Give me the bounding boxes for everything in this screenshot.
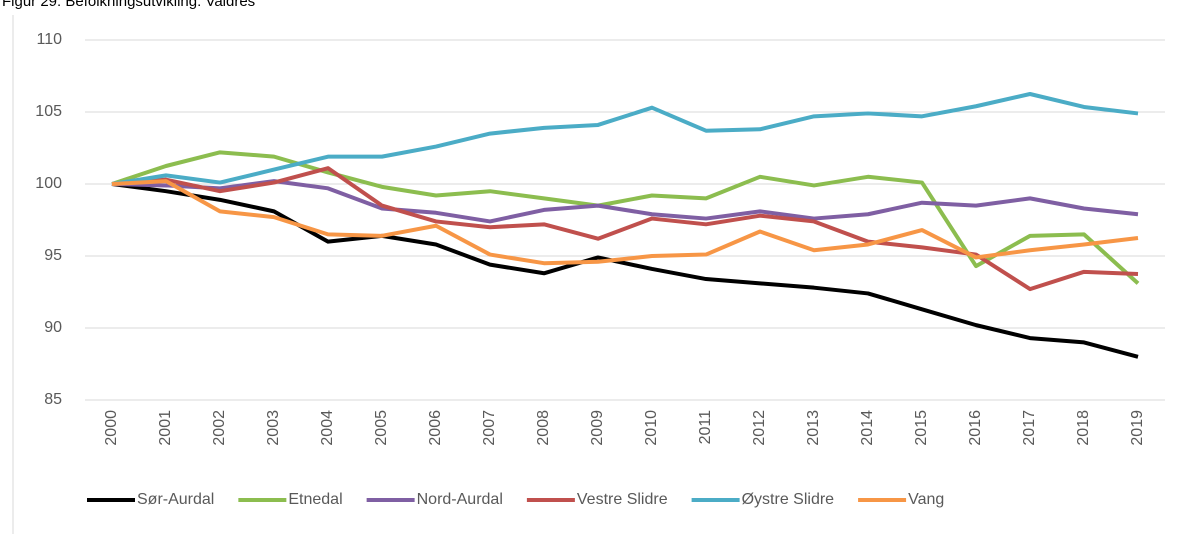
series-line	[111, 182, 1139, 359]
y-tick-label: 85	[44, 391, 62, 408]
x-tick-label: 2015	[913, 410, 930, 446]
series-line	[111, 166, 1139, 292]
legend-label: Sør-Aurdal	[137, 491, 214, 508]
x-tick-label: 2011	[697, 410, 714, 445]
x-tick-label: 2007	[481, 410, 498, 446]
x-tick-label: 2009	[589, 410, 606, 446]
x-tick-label: 2017	[1021, 410, 1038, 446]
x-tick-label: 2003	[265, 410, 282, 446]
series-line	[111, 179, 1139, 266]
y-tick-label: 90	[44, 319, 62, 336]
x-tick-label: 2012	[751, 410, 768, 446]
y-tick-label: 100	[35, 175, 62, 192]
legend-label: Vang	[908, 491, 944, 508]
x-tick-label: 2008	[535, 410, 552, 446]
x-tick-label: 2016	[967, 410, 984, 446]
x-tick-label: 2005	[373, 410, 390, 446]
x-tick-label: 2010	[643, 410, 660, 446]
x-tick-label: 2001	[157, 410, 174, 446]
x-tick-label: 2013	[805, 410, 822, 446]
y-tick-label: 110	[36, 31, 62, 48]
x-tick-label: 2000	[103, 410, 120, 446]
legend-label: Øystre Slidre	[742, 491, 835, 508]
chart-title: Figur 29: Befolkningsutvikling: Valdres	[2, 0, 255, 10]
x-tick-label: 2019	[1129, 410, 1146, 446]
series-line	[111, 179, 1139, 224]
x-tick-label: 2006	[427, 410, 444, 446]
y-tick-label: 95	[44, 247, 62, 264]
series-line	[111, 92, 1139, 186]
legend-label: Etnedal	[288, 491, 342, 508]
x-tick-label: 2014	[859, 410, 876, 446]
x-tick-label: 2002	[211, 410, 228, 446]
x-tick-label: 2004	[319, 410, 336, 446]
legend-label: Nord-Aurdal	[417, 491, 503, 508]
legend-label: Vestre Slidre	[577, 491, 668, 508]
x-tick-label: 2018	[1075, 410, 1092, 446]
y-tick-label: 105	[35, 103, 62, 120]
